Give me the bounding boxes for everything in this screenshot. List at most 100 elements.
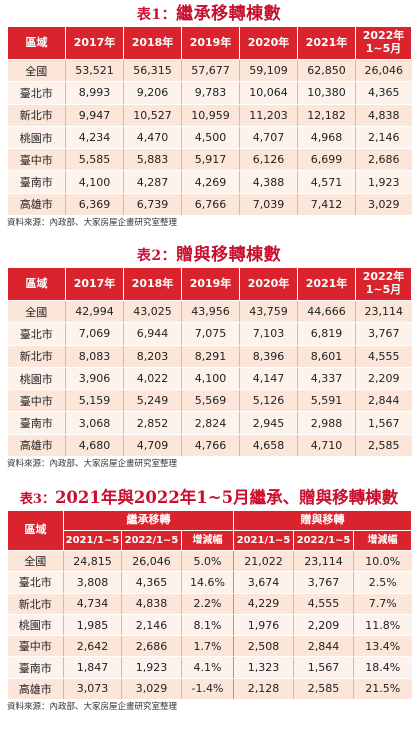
table-row: 臺中市 5,585 5,883 5,917 6,126 6,699 2,686 <box>7 148 412 172</box>
table-cell: 4,022 <box>123 367 182 391</box>
table1-section: 表1：繼承移轉棟數 區域 2017年 2018年 2019年 2020年 202… <box>0 2 418 230</box>
table-cell: 42,994 <box>65 300 124 324</box>
table-cell: 1,923 <box>121 656 182 679</box>
table-cell: 4,100 <box>65 170 124 194</box>
table-cell: 10,064 <box>239 81 298 105</box>
region-cell: 全國 <box>7 550 64 573</box>
table-cell: 8,083 <box>65 345 124 368</box>
table1-header-2018: 2018年 <box>123 26 182 60</box>
table-cell: 3,068 <box>65 411 124 435</box>
table-cell: 9,947 <box>65 104 124 127</box>
table1-title: 表1：繼承移轉棟數 <box>0 2 418 26</box>
table-row: 新北市 9,947 10,527 10,959 11,203 12,182 4,838 <box>7 104 412 127</box>
table2-header-2019: 2019年 <box>181 267 240 301</box>
table-cell: 10,527 <box>123 104 182 127</box>
table-cell: 13.4% <box>353 635 412 658</box>
table3-subheader-gift-2022: 2022/1~5 <box>293 530 354 551</box>
region-cell: 臺中市 <box>7 635 64 658</box>
table3-title: 表3：2021年與2022年1~5月繼承、贈與移轉棟數 <box>0 486 418 510</box>
table-row: 桃園市 4,234 4,470 4,500 4,707 4,968 2,146 <box>7 126 412 150</box>
region-cell: 臺南市 <box>7 656 64 679</box>
region-cell: 新北市 <box>7 104 66 127</box>
table-cell: 4,555 <box>293 593 354 615</box>
table-row: 全國 53,521 56,315 57,677 59,109 62,850 26,046 <box>7 59 412 83</box>
table-cell: 9,783 <box>181 81 240 105</box>
table-cell: 2,852 <box>123 411 182 435</box>
table-cell: 4,734 <box>63 593 122 615</box>
table-row: 臺中市 2,642 2,686 1.7% 2,508 2,844 13.4% <box>7 635 412 658</box>
table-cell: 1,323 <box>233 656 294 679</box>
region-cell: 全國 <box>7 59 66 83</box>
table-cell: 4,710 <box>297 434 356 458</box>
table-cell: 10.0% <box>353 550 412 573</box>
table-cell: 4,555 <box>355 345 412 368</box>
table-cell: 7,412 <box>297 193 356 217</box>
table-cell: 4,147 <box>239 367 298 391</box>
table3-subheader-inherit-2021: 2021/1~5 <box>63 530 122 551</box>
table-cell: 2,686 <box>355 148 412 172</box>
table-cell: 3,073 <box>63 678 122 701</box>
region-cell: 臺中市 <box>7 148 66 172</box>
table-cell: 2,844 <box>355 389 412 413</box>
table-cell: 4,337 <box>297 367 356 391</box>
table-cell: 1,923 <box>355 170 412 194</box>
table-cell: 2,209 <box>355 367 412 391</box>
table-cell: 2,585 <box>355 434 412 458</box>
table2-header-2022-months: 1~5月 <box>365 283 402 296</box>
table-cell: 3,029 <box>355 193 412 217</box>
table1-header-2020: 2020年 <box>239 26 298 60</box>
table-cell: 3,767 <box>355 322 412 346</box>
table-cell: 2,642 <box>63 635 122 658</box>
table-cell: 3,029 <box>121 678 182 701</box>
region-cell: 高雄市 <box>7 678 64 701</box>
table-cell: 2,128 <box>233 678 294 701</box>
region-cell: 桃園市 <box>7 126 66 150</box>
region-cell: 高雄市 <box>7 434 66 458</box>
table-cell: 4,709 <box>123 434 182 458</box>
table3-header-region: 區域 <box>7 510 64 551</box>
table-cell: 1.7% <box>181 635 234 658</box>
table-row: 桃園市 1,985 2,146 8.1% 1,976 2,209 11.8% <box>7 614 412 637</box>
table-row: 高雄市 6,369 6,739 6,766 7,039 7,412 3,029 <box>7 193 412 217</box>
table-cell: 5,591 <box>297 389 356 413</box>
table-cell: 6,699 <box>297 148 356 172</box>
region-cell: 桃園市 <box>7 367 66 391</box>
table-row: 高雄市 4,680 4,709 4,766 4,658 4,710 2,585 <box>7 434 412 458</box>
table-cell: 7,069 <box>65 322 124 346</box>
table-cell: 4,234 <box>65 126 124 150</box>
table2-header-2020: 2020年 <box>239 267 298 301</box>
table-cell: 43,759 <box>239 300 298 324</box>
table-cell: 12,182 <box>297 104 356 127</box>
table-cell: 9,206 <box>123 81 182 105</box>
table-cell: 10,959 <box>181 104 240 127</box>
table-cell: 3,808 <box>63 571 122 594</box>
table-cell: 8,601 <box>297 345 356 368</box>
table2: 區域 2017年 2018年 2019年 2020年 2021年 2022年 1~… <box>7 267 412 458</box>
table1-header-region: 區域 <box>7 26 66 60</box>
table-cell: 4,100 <box>181 367 240 391</box>
table-cell: 1,976 <box>233 614 294 637</box>
region-cell: 高雄市 <box>7 193 66 217</box>
table-cell: 2,585 <box>293 678 354 701</box>
table-cell: 4,968 <box>297 126 356 150</box>
table-cell: 10,380 <box>297 81 356 105</box>
table-cell: 62,850 <box>297 59 356 83</box>
table3-body: 全國 24,815 26,046 5.0% 21,022 23,114 10.0% 臺北市 3,… <box>7 550 412 701</box>
table-cell: 6,944 <box>123 322 182 346</box>
table-cell: 7,075 <box>181 322 240 346</box>
table-cell: 6,126 <box>239 148 298 172</box>
region-cell: 桃園市 <box>7 614 64 637</box>
table-cell: 7,039 <box>239 193 298 217</box>
table1-header-2017: 2017年 <box>65 26 124 60</box>
table3-section: 表3：2021年與2022年1~5月繼承、贈與移轉棟數 區域 繼承移轉 贈與移轉… <box>0 486 418 714</box>
table3-source: 資料來源：內政部、大家房屋企畫研究室整理 <box>7 702 178 713</box>
table-cell: 2,988 <box>297 411 356 435</box>
table-cell: 2,146 <box>355 126 412 150</box>
table1-source: 資料來源：內政部、大家房屋企畫研究室整理 <box>7 218 178 229</box>
table2-body: 全國 42,994 43,025 43,956 43,759 44,666 23,114 臺北… <box>7 300 412 458</box>
table-cell: 44,666 <box>297 300 356 324</box>
region-cell: 臺南市 <box>7 170 66 194</box>
table2-source: 資料來源：內政部、大家房屋企畫研究室整理 <box>7 459 178 470</box>
table1-header-2022: 2022年 1~5月 <box>355 26 412 60</box>
table-cell: 7,103 <box>239 322 298 346</box>
